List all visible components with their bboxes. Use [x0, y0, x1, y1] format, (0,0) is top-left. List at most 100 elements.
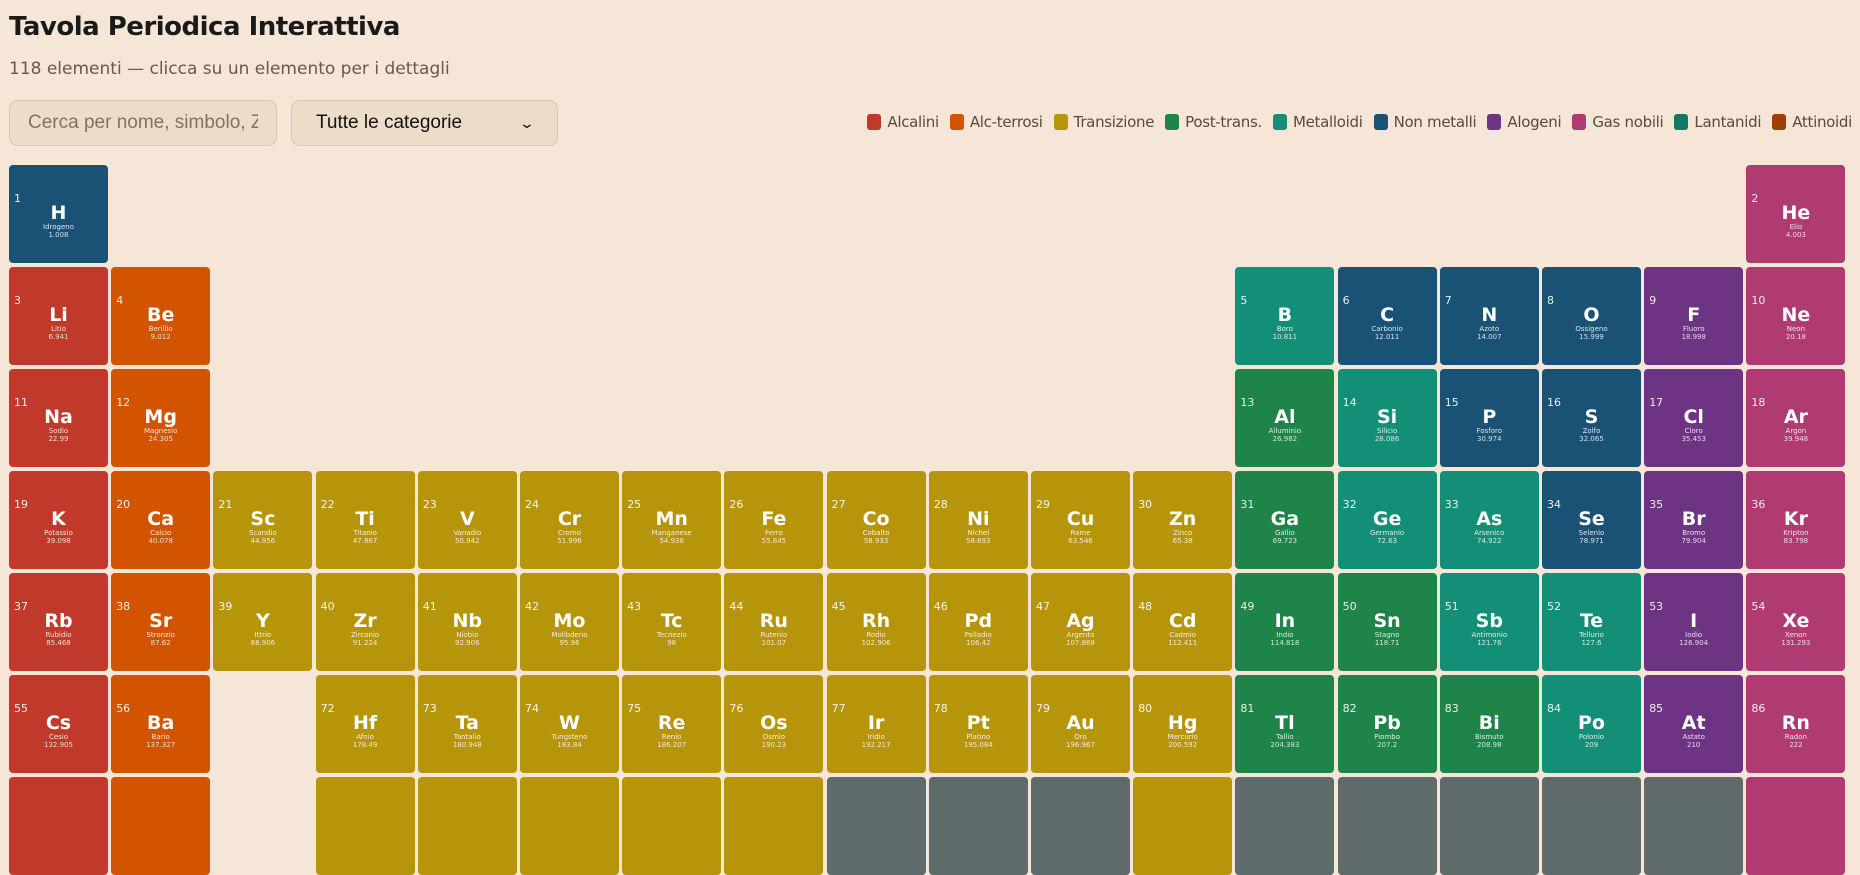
category-select[interactable]: Tutte le categorie ⌄ — [291, 100, 558, 146]
element-cell-he[interactable]: 2 He Elio 4.003 — [1746, 165, 1846, 263]
element-cell-ar[interactable]: 18 Ar Argon 39.948 — [1746, 369, 1846, 467]
legend-item-ng[interactable]: Gas nobili — [1572, 113, 1664, 131]
element-cell[interactable] — [9, 777, 108, 875]
element-cell-rh[interactable]: 45 Rh Rodio 102.906 — [826, 573, 926, 671]
element-cell-re[interactable]: 75 Re Renio 186.207 — [622, 675, 722, 773]
element-cell-cu[interactable]: 29 Cu Rame 63.546 — [1031, 471, 1130, 569]
element-cell-tl[interactable]: 81 Tl Tallio 204.383 — [1235, 675, 1335, 773]
element-cell-h[interactable]: 1 H Idrogeno 1.008 — [9, 165, 108, 263]
element-cell-si[interactable]: 14 Si Silicio 28.086 — [1337, 369, 1437, 467]
element-cell[interactable] — [1542, 777, 1641, 875]
element-cell-cd[interactable]: 48 Cd Cadmio 112.411 — [1133, 573, 1233, 671]
element-cell-i[interactable]: 53 I Iodio 126.904 — [1644, 573, 1744, 671]
element-cell-in[interactable]: 49 In Indio 114.818 — [1235, 573, 1335, 671]
element-cell[interactable] — [1337, 777, 1437, 875]
element-cell-as[interactable]: 33 As Arsenico 74.922 — [1439, 471, 1539, 569]
legend-item-tr[interactable]: Transizione — [1053, 113, 1154, 131]
element-cell-te[interactable]: 52 Te Tellurio 127.6 — [1542, 573, 1641, 671]
element-cell-sb[interactable]: 51 Sb Antimonio 121.76 — [1439, 573, 1539, 671]
element-cell-ag[interactable]: 47 Ag Argento 107.868 — [1031, 573, 1130, 671]
element-cell-c[interactable]: 6 C Carbonio 12.011 — [1337, 267, 1437, 365]
element-cell-ge[interactable]: 32 Ge Germanio 72.63 — [1337, 471, 1437, 569]
element-cell-ir[interactable]: 77 Ir Iridio 192.217 — [826, 675, 926, 773]
element-cell-hg[interactable]: 80 Hg Mercurio 200.592 — [1133, 675, 1233, 773]
element-cell[interactable] — [724, 777, 824, 875]
element-cell-sr[interactable]: 38 Sr Stronzio 87.62 — [111, 573, 211, 671]
element-cell-f[interactable]: 9 F Fluoro 18.998 — [1644, 267, 1744, 365]
element-cell-ta[interactable]: 73 Ta Tantalio 180.948 — [417, 675, 517, 773]
legend-item-pt[interactable]: Post-trans. — [1165, 113, 1262, 131]
element-cell-rb[interactable]: 37 Rb Rubidio 85.468 — [9, 573, 108, 671]
search-input[interactable] — [9, 100, 277, 146]
element-cell[interactable] — [1031, 777, 1130, 875]
element-cell[interactable] — [1439, 777, 1539, 875]
element-cell[interactable] — [928, 777, 1028, 875]
element-cell[interactable] — [1746, 777, 1846, 875]
element-cell-os[interactable]: 76 Os Osmio 190.23 — [724, 675, 824, 773]
element-cell[interactable] — [1133, 777, 1233, 875]
legend-item-hal[interactable]: Alogeni — [1487, 113, 1562, 131]
element-cell-bi[interactable]: 83 Bi Bismuto 208.98 — [1439, 675, 1539, 773]
element-cell-pt[interactable]: 78 Pt Platino 195.084 — [928, 675, 1028, 773]
element-cell-cs[interactable]: 55 Cs Cesio 132.905 — [9, 675, 108, 773]
legend-item-nm[interactable]: Non metalli — [1373, 113, 1477, 131]
element-cell-at[interactable]: 85 At Astato 210 — [1644, 675, 1744, 773]
element-cell-v[interactable]: 23 V Vanadio 50.942 — [417, 471, 517, 569]
element-cell-y[interactable]: 39 Y Ittrio 88.906 — [213, 573, 313, 671]
element-cell-nb[interactable]: 41 Nb Niobio 92.906 — [417, 573, 517, 671]
element-cell[interactable] — [1644, 777, 1744, 875]
element-cell[interactable] — [1235, 777, 1335, 875]
element-cell-pd[interactable]: 46 Pd Palladio 106.42 — [928, 573, 1028, 671]
element-cell-sc[interactable]: 21 Sc Scandio 44.956 — [213, 471, 313, 569]
element-cell-w[interactable]: 74 W Tungsteno 183.84 — [520, 675, 619, 773]
element-cell-co[interactable]: 27 Co Cobalto 58.933 — [826, 471, 926, 569]
element-cell-po[interactable]: 84 Po Polonio 209 — [1542, 675, 1641, 773]
element-cell-n[interactable]: 7 N Azoto 14.007 — [1439, 267, 1539, 365]
element-cell-cl[interactable]: 17 Cl Cloro 35.453 — [1644, 369, 1744, 467]
element-cell-pb[interactable]: 82 Pb Piombo 207.2 — [1337, 675, 1437, 773]
element-cell[interactable] — [622, 777, 722, 875]
element-cell-cr[interactable]: 24 Cr Cromo 51.996 — [520, 471, 619, 569]
element-cell[interactable] — [417, 777, 517, 875]
element-cell-ne[interactable]: 10 Ne Neon 20.18 — [1746, 267, 1846, 365]
element-cell-na[interactable]: 11 Na Sodio 22.99 — [9, 369, 108, 467]
element-cell-s[interactable]: 16 S Zolfo 32.065 — [1542, 369, 1641, 467]
element-cell-li[interactable]: 3 Li Litio 6.941 — [9, 267, 108, 365]
element-cell-ni[interactable]: 28 Ni Nichel 58.693 — [928, 471, 1028, 569]
element-cell-hf[interactable]: 72 Hf Afnio 178.49 — [315, 675, 415, 773]
element-cell-se[interactable]: 34 Se Selenio 78.971 — [1542, 471, 1641, 569]
element-cell-k[interactable]: 19 K Potassio 39.098 — [9, 471, 108, 569]
element-cell-ru[interactable]: 44 Ru Rutenio 101.07 — [724, 573, 824, 671]
legend-item-alk[interactable]: Alcalini — [867, 113, 939, 131]
element-cell-au[interactable]: 79 Au Oro 196.967 — [1031, 675, 1130, 773]
element-cell-ca[interactable]: 20 Ca Calcio 40.078 — [111, 471, 211, 569]
element-cell-kr[interactable]: 36 Kr Kripton 83.798 — [1746, 471, 1846, 569]
element-cell[interactable] — [315, 777, 415, 875]
element-cell[interactable] — [826, 777, 926, 875]
element-cell-zr[interactable]: 40 Zr Zirconio 91.224 — [315, 573, 415, 671]
element-cell-zn[interactable]: 30 Zn Zinco 65.38 — [1133, 471, 1233, 569]
element-cell-tc[interactable]: 43 Tc Tecnezio 98 — [622, 573, 722, 671]
element-cell[interactable] — [111, 777, 211, 875]
element-cell-ti[interactable]: 22 Ti Titanio 47.867 — [315, 471, 415, 569]
element-cell-mo[interactable]: 42 Mo Molibdeno 95.96 — [520, 573, 619, 671]
element-cell-fe[interactable]: 26 Fe Ferro 55.845 — [724, 471, 824, 569]
element-cell-sn[interactable]: 50 Sn Stagno 118.71 — [1337, 573, 1437, 671]
element-cell-rn[interactable]: 86 Rn Radon 222 — [1746, 675, 1846, 773]
element-cell-p[interactable]: 15 P Fosforo 30.974 — [1439, 369, 1539, 467]
element-cell-mg[interactable]: 12 Mg Magnesio 24.305 — [111, 369, 211, 467]
element-cell-xe[interactable]: 54 Xe Xenon 131.293 — [1746, 573, 1846, 671]
legend-item-lan[interactable]: Lantanidi — [1674, 113, 1762, 131]
element-cell-ba[interactable]: 56 Ba Bario 137.327 — [111, 675, 211, 773]
element-cell-be[interactable]: 4 Be Berillio 9.012 — [111, 267, 211, 365]
legend-item-act[interactable]: Attinoidi — [1772, 113, 1852, 131]
element-cell-br[interactable]: 35 Br Bromo 79.904 — [1644, 471, 1744, 569]
element-cell-mn[interactable]: 25 Mn Manganese 54.938 — [622, 471, 722, 569]
element-cell-b[interactable]: 5 B Boro 10.811 — [1235, 267, 1335, 365]
element-cell[interactable] — [520, 777, 619, 875]
element-cell-ga[interactable]: 31 Ga Gallio 69.723 — [1235, 471, 1335, 569]
legend-item-md[interactable]: Metalloidi — [1272, 113, 1363, 131]
legend-item-ae[interactable]: Alc-terrosi — [949, 113, 1043, 131]
element-cell-al[interactable]: 13 Al Alluminio 26.982 — [1235, 369, 1335, 467]
element-cell-o[interactable]: 8 O Ossigeno 15.999 — [1542, 267, 1641, 365]
